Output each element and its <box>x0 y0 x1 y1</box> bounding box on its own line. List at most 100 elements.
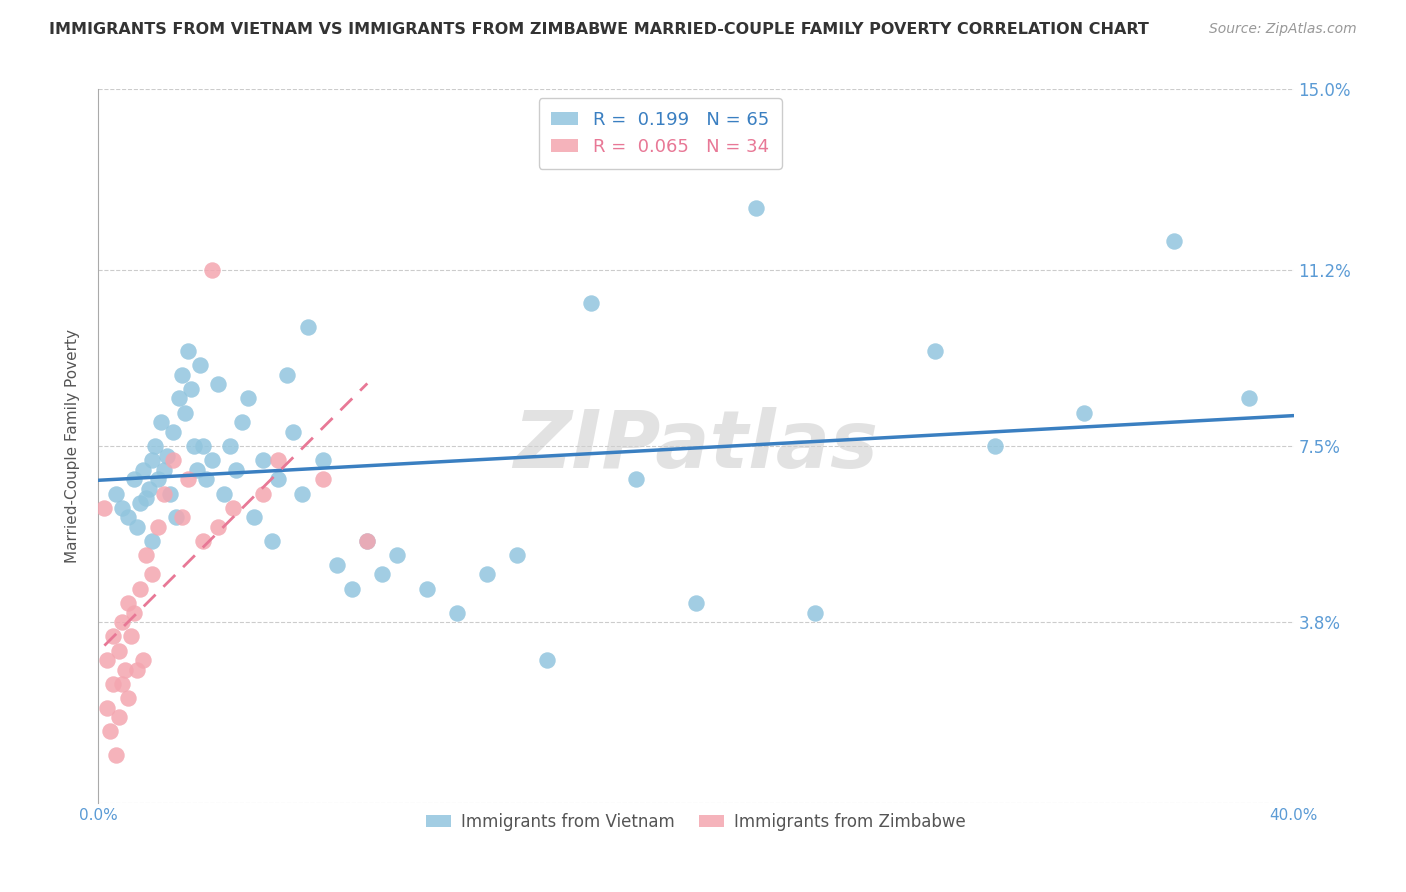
Point <box>180 382 202 396</box>
Point <box>276 368 298 382</box>
Point <box>201 453 224 467</box>
Point <box>326 558 349 572</box>
Point <box>183 439 205 453</box>
Point <box>141 534 163 549</box>
Point <box>129 496 152 510</box>
Point <box>297 320 319 334</box>
Point <box>416 582 439 596</box>
Point <box>127 520 149 534</box>
Point <box>103 677 125 691</box>
Point <box>108 710 131 724</box>
Point <box>195 472 218 486</box>
Point <box>207 377 229 392</box>
Text: ZIPatlas: ZIPatlas <box>513 407 879 485</box>
Point <box>117 691 139 706</box>
Point <box>165 510 187 524</box>
Point <box>186 463 208 477</box>
Point <box>685 596 707 610</box>
Point <box>222 500 245 515</box>
Point <box>260 534 283 549</box>
Point <box>143 439 166 453</box>
Point <box>177 343 200 358</box>
Point <box>96 653 118 667</box>
Point <box>188 358 211 372</box>
Point <box>141 453 163 467</box>
Point <box>153 486 176 500</box>
Point <box>127 663 149 677</box>
Point <box>141 567 163 582</box>
Point <box>984 439 1007 453</box>
Point <box>626 472 648 486</box>
Point <box>356 534 378 549</box>
Point <box>172 510 194 524</box>
Point <box>103 629 125 643</box>
Point <box>162 453 184 467</box>
Point <box>132 463 155 477</box>
Point <box>1073 406 1095 420</box>
Point <box>162 425 184 439</box>
Point <box>219 439 242 453</box>
Point <box>167 392 190 406</box>
Point <box>111 615 134 629</box>
Point <box>135 491 157 506</box>
Point <box>129 582 152 596</box>
Point <box>236 392 259 406</box>
Point <box>96 700 118 714</box>
Point <box>111 677 134 691</box>
Point <box>581 296 603 310</box>
Point <box>148 520 170 534</box>
Point <box>120 629 142 643</box>
Point <box>172 368 194 382</box>
Point <box>475 567 498 582</box>
Point <box>201 263 224 277</box>
Point <box>231 415 253 429</box>
Point <box>252 453 274 467</box>
Point <box>117 510 139 524</box>
Point <box>924 343 946 358</box>
Point <box>138 482 160 496</box>
Text: IMMIGRANTS FROM VIETNAM VS IMMIGRANTS FROM ZIMBABWE MARRIED-COUPLE FAMILY POVERT: IMMIGRANTS FROM VIETNAM VS IMMIGRANTS FR… <box>49 22 1149 37</box>
Point <box>745 201 768 215</box>
Point <box>108 643 131 657</box>
Point <box>207 520 229 534</box>
Point <box>446 606 468 620</box>
Point <box>98 724 122 739</box>
Point <box>267 453 290 467</box>
Text: Source: ZipAtlas.com: Source: ZipAtlas.com <box>1209 22 1357 37</box>
Point <box>225 463 247 477</box>
Point <box>174 406 197 420</box>
Point <box>114 663 136 677</box>
Point <box>311 472 333 486</box>
Point <box>177 472 200 486</box>
Point <box>1163 235 1185 249</box>
Point <box>291 486 314 500</box>
Point <box>132 653 155 667</box>
Point <box>117 596 139 610</box>
Point <box>105 748 128 763</box>
Point <box>212 486 235 500</box>
Point <box>281 425 304 439</box>
Legend: Immigrants from Vietnam, Immigrants from Zimbabwe: Immigrants from Vietnam, Immigrants from… <box>419 806 973 838</box>
Y-axis label: Married-Couple Family Poverty: Married-Couple Family Poverty <box>65 329 80 563</box>
Point <box>267 472 290 486</box>
Point <box>804 606 827 620</box>
Point <box>243 510 266 524</box>
Point <box>111 500 134 515</box>
Point <box>252 486 274 500</box>
Point <box>93 500 115 515</box>
Point <box>135 549 157 563</box>
Point <box>153 463 176 477</box>
Point <box>148 472 170 486</box>
Point <box>506 549 529 563</box>
Point <box>124 472 146 486</box>
Point <box>156 449 179 463</box>
Point <box>385 549 409 563</box>
Point <box>191 439 214 453</box>
Point <box>536 653 558 667</box>
Point <box>191 534 214 549</box>
Point <box>371 567 394 582</box>
Point <box>311 453 333 467</box>
Point <box>1237 392 1260 406</box>
Point <box>105 486 128 500</box>
Point <box>342 582 364 596</box>
